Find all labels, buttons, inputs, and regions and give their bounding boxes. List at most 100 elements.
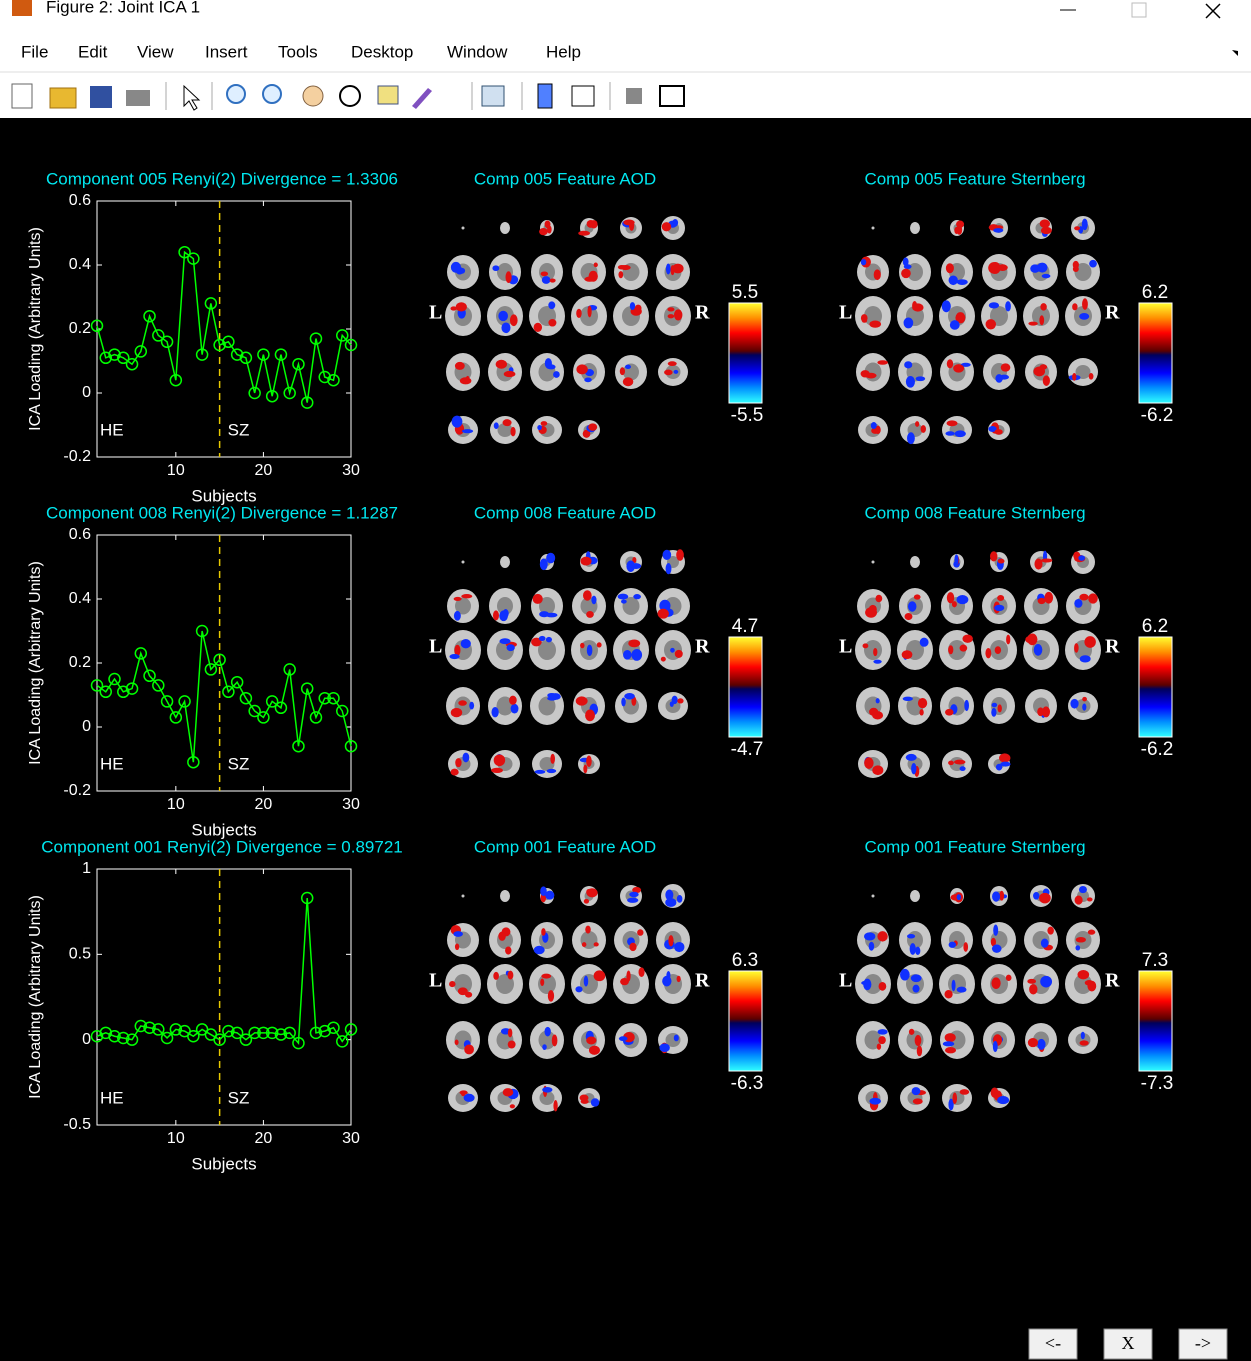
group-label: HE — [100, 420, 124, 439]
activation-blob — [993, 1041, 998, 1052]
activation-blob — [861, 370, 870, 377]
activation-blob — [957, 595, 969, 604]
activation-blob — [541, 928, 545, 936]
tool-colorbar[interactable] — [538, 84, 552, 108]
activation-blob — [589, 1046, 600, 1055]
activation-blob — [658, 609, 669, 619]
activation-blob — [661, 657, 666, 662]
activation-blob — [943, 1041, 955, 1046]
menu-item[interactable]: Desktop — [351, 42, 413, 61]
activation-blob — [670, 701, 674, 707]
group-label: SZ — [228, 1088, 250, 1107]
activation-blob — [1040, 219, 1050, 228]
activation-blob — [1074, 599, 1082, 608]
activation-blob — [542, 276, 551, 284]
menu-item[interactable]: Window — [447, 42, 508, 61]
activation-blob — [493, 972, 499, 980]
tool-zoom-out[interactable] — [263, 85, 281, 103]
chart-title: Component 008 Renyi(2) Divergence = 1.12… — [46, 503, 398, 522]
tool-rotate[interactable] — [340, 86, 360, 106]
activation-blob — [668, 361, 677, 366]
activation-blob — [1047, 927, 1054, 935]
activation-blob — [1033, 892, 1039, 900]
y-tick-label: 0 — [82, 384, 91, 401]
activation-blob — [993, 925, 998, 936]
activation-blob — [908, 601, 916, 611]
activation-blob — [586, 889, 591, 895]
tool-save[interactable] — [90, 86, 112, 108]
brain-slice — [910, 222, 920, 234]
activation-blob — [492, 265, 499, 271]
colorbar — [729, 637, 762, 737]
activation-blob — [620, 367, 625, 375]
activation-blob — [911, 763, 916, 774]
activation-blob — [1039, 893, 1051, 904]
colorbar-min: -7.3 — [1141, 1073, 1174, 1094]
activation-blob — [576, 696, 588, 705]
activation-blob — [455, 362, 465, 370]
activation-blob — [991, 1088, 999, 1098]
nav-button-label[interactable]: <- — [1045, 1333, 1061, 1353]
tool-pan[interactable] — [303, 86, 323, 106]
menu-item[interactable]: File — [21, 42, 48, 61]
activation-blob — [1075, 945, 1080, 950]
activation-blob — [620, 265, 630, 270]
tool-open[interactable] — [50, 88, 76, 108]
tool-hide[interactable] — [626, 88, 642, 104]
brain-slice — [872, 227, 875, 230]
activation-blob — [552, 1035, 558, 1047]
activation-blob — [1028, 322, 1037, 326]
activation-blob — [546, 553, 555, 564]
activation-blob — [1079, 1040, 1088, 1045]
activation-blob — [455, 1040, 459, 1045]
activation-blob — [594, 970, 606, 981]
activation-blob — [575, 986, 582, 992]
tool-print[interactable] — [126, 90, 150, 106]
activation-blob — [1089, 260, 1097, 268]
nav-buttons: <- X -> — [1029, 1329, 1227, 1359]
y-tick-label: 0.5 — [69, 946, 91, 963]
menu-item[interactable]: Edit — [78, 42, 108, 61]
activation-blob — [535, 770, 546, 774]
colorbar-max: 6.2 — [1142, 616, 1168, 637]
tool-datacursor[interactable] — [378, 86, 398, 104]
brain-slice — [910, 556, 920, 568]
tool-link[interactable] — [482, 86, 504, 106]
activation-blob — [945, 709, 953, 716]
activation-blob — [458, 700, 467, 706]
nav-button-label[interactable]: -> — [1195, 1333, 1211, 1353]
axes-box — [97, 201, 351, 457]
activation-blob — [994, 605, 1004, 611]
menu-item[interactable]: Tools — [278, 42, 318, 61]
activation-blob — [921, 425, 926, 433]
chart-title: Component 001 Renyi(2) Divergence = 0.89… — [41, 837, 402, 856]
tool-legend[interactable] — [572, 86, 594, 106]
activation-blob — [985, 648, 991, 658]
activation-blob — [499, 610, 508, 621]
y-tick-label: -0.2 — [63, 782, 91, 799]
activation-blob — [876, 698, 880, 703]
activation-blob — [633, 594, 641, 599]
activation-blob — [911, 974, 922, 982]
activation-blob — [534, 946, 545, 955]
activation-blob — [903, 697, 913, 701]
activation-blob — [464, 1044, 474, 1054]
tool-new[interactable] — [12, 84, 32, 108]
activation-blob — [667, 307, 674, 311]
activation-blob — [1041, 938, 1049, 947]
feature-title: Comp 008 Feature Sternberg — [864, 503, 1085, 522]
menu-item[interactable]: Help — [546, 42, 581, 61]
activation-blob — [672, 219, 678, 227]
tool-show[interactable] — [660, 86, 684, 106]
nav-button-label[interactable]: X — [1122, 1333, 1135, 1353]
activation-blob — [583, 765, 587, 774]
menu-item[interactable]: Insert — [205, 42, 248, 61]
activation-blob — [1074, 226, 1080, 230]
activation-blob — [872, 765, 883, 775]
activation-blob — [454, 597, 462, 601]
tool-zoom-in[interactable] — [227, 85, 245, 103]
activation-blob — [581, 1099, 589, 1104]
activation-blob — [662, 976, 671, 987]
activation-blob — [540, 886, 547, 896]
menu-item[interactable]: View — [137, 42, 174, 61]
